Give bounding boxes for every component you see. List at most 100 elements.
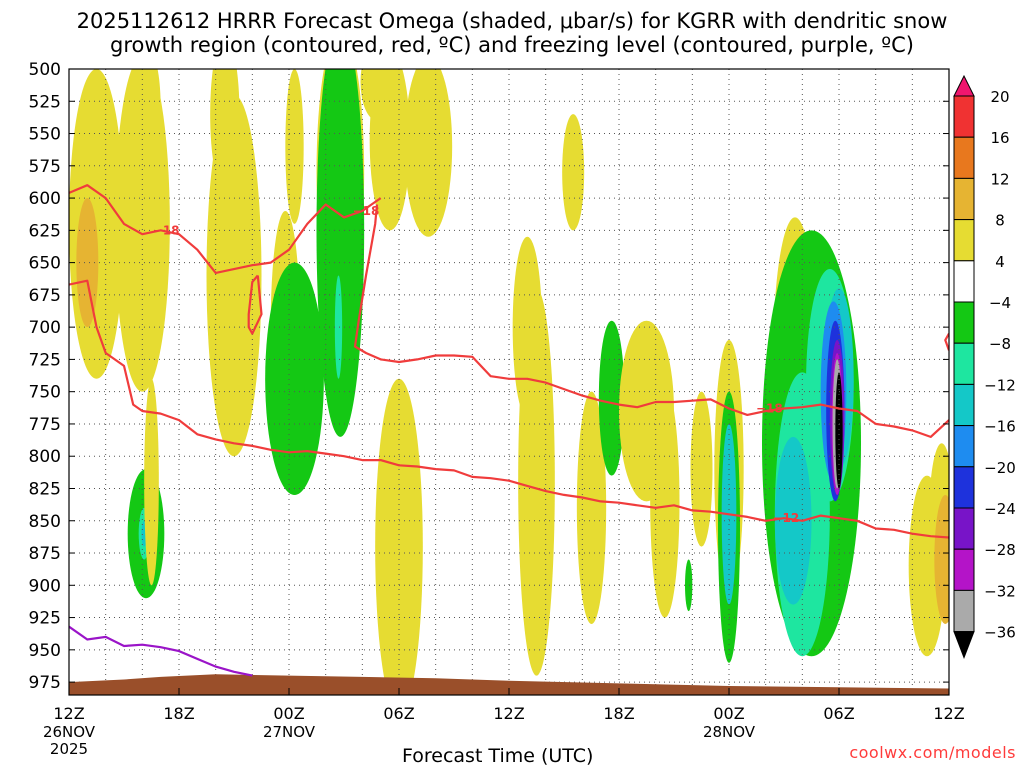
date-label: 27NOV — [263, 723, 316, 741]
y-tick-label: 875 — [29, 544, 61, 564]
colorbar-segment — [953, 425, 975, 468]
colorbar-bottom-arrow — [953, 631, 975, 659]
omega-region--36 — [835, 372, 843, 489]
y-tick-label: 625 — [29, 221, 61, 241]
y-tick-label: 975 — [29, 673, 61, 693]
date-label: 26NOV — [43, 723, 96, 741]
omega-region-8 — [934, 494, 949, 624]
dgz-contour-line — [944, 333, 949, 351]
colorbar-label: 16 — [990, 129, 1009, 147]
dgz-contour-line — [69, 184, 382, 274]
colorbar-segment — [953, 466, 975, 509]
colorbar-label: −28 — [984, 541, 1016, 559]
chart-title-line2: growth region (contoured, red, ºC) and f… — [110, 33, 914, 57]
contour-label: −18 — [756, 401, 783, 415]
x-tick-label: 18Z — [163, 704, 194, 723]
colorbar-label: −12 — [984, 376, 1016, 394]
omega-region-4 — [404, 69, 453, 237]
omega-region--4 — [265, 262, 324, 495]
y-tick-label: 500 — [29, 60, 61, 80]
y-tick-label: 575 — [29, 157, 61, 177]
omega-shading — [69, 69, 949, 695]
omega-region-4 — [144, 378, 159, 586]
omega-region-4 — [206, 94, 262, 457]
x-tick-label: 06Z — [823, 704, 854, 723]
colorbar-label: −32 — [984, 582, 1016, 600]
dgz-contour-line — [353, 204, 949, 438]
y-tick-label: 600 — [29, 189, 61, 209]
colorbar-segment — [953, 589, 975, 633]
colorbar-label: −36 — [984, 624, 1016, 642]
freezing-level-line — [69, 625, 253, 677]
colorbar-segment — [953, 177, 975, 221]
y-tick-label: 650 — [29, 254, 61, 274]
colorbar-label: 8 — [995, 212, 1005, 230]
y-tick-label: 525 — [29, 92, 61, 112]
contour-label: −18 — [353, 204, 380, 218]
omega-region-4 — [512, 236, 542, 418]
omega-region-4 — [375, 378, 423, 695]
omega-region--4 — [598, 320, 625, 476]
omega-region--4 — [685, 559, 693, 612]
omega-region-8 — [76, 198, 99, 328]
y-axis: 500 525 550 575 600 625 650 675 700 725 750 775 800 8… — [29, 60, 949, 693]
y-tick-label: 750 — [29, 383, 61, 403]
colorbar-label: 12 — [990, 170, 1009, 188]
colorbar-segment — [953, 136, 975, 179]
y-tick-label: 675 — [29, 286, 61, 306]
omega-region--8 — [334, 275, 343, 379]
colorbar-label: −16 — [984, 418, 1016, 436]
x-tick-label: 12Z — [933, 704, 964, 723]
contour-labels: −18 −18 −18 −12 — [153, 204, 799, 525]
colorbar-segment — [953, 548, 975, 591]
colorbar-segment — [953, 383, 975, 427]
omega-region-4 — [285, 69, 304, 224]
omega-region-4 — [369, 69, 410, 231]
x-axis: 12Z 18Z 00Z 06Z 12Z 18Z 00Z 06Z 12Z26NOV202527NO… — [43, 688, 965, 758]
omega-region-4 — [576, 391, 607, 625]
x-tick-label: 12Z — [493, 704, 524, 723]
colorbar-label: −24 — [984, 500, 1016, 518]
y-tick-label: 825 — [29, 479, 61, 499]
colorbar-label: −20 — [984, 459, 1016, 477]
x-tick-label: 00Z — [713, 704, 744, 723]
x-tick-label: 06Z — [383, 704, 414, 723]
contour-label: −18 — [153, 223, 180, 237]
omega-region-4 — [690, 391, 713, 547]
y-tick-label: 850 — [29, 512, 61, 532]
y-tick-label: 800 — [29, 447, 61, 467]
omega-region--12 — [774, 436, 812, 605]
contour-label: −12 — [772, 511, 799, 525]
colorbar-label: −8 — [989, 335, 1011, 353]
omega-region-4 — [650, 385, 680, 618]
colorbar-segment — [953, 260, 975, 303]
site-credit: coolwx.com/models — [849, 743, 1016, 762]
date-label: 28NOV — [703, 723, 756, 741]
colorbar-label: 20 — [990, 88, 1009, 106]
chart-title-line1: 2025112612 HRRR Forecast Omega (shaded, … — [76, 9, 948, 33]
colorbar-label: −4 — [989, 294, 1011, 312]
colorbar: 20 16 12 8 4 −4 −8 −12 −16 −20 −24 −28 −32 −36 — [953, 74, 1016, 659]
colorbar-segment — [953, 342, 975, 385]
colorbar-top-arrow — [953, 74, 975, 97]
date-label: 2025 — [50, 740, 88, 758]
dgz-contour-line — [69, 279, 949, 539]
y-tick-label: 775 — [29, 415, 61, 435]
y-tick-label: 950 — [29, 641, 61, 661]
dgz-contours — [69, 184, 949, 539]
omega-region--4 — [316, 69, 365, 437]
colorbar-segment — [953, 301, 975, 344]
y-tick-label: 925 — [29, 609, 61, 629]
y-tick-label: 550 — [29, 125, 61, 145]
colorbar-segment — [953, 95, 975, 138]
omega-region-4 — [562, 114, 585, 231]
colorbar-segment — [953, 507, 975, 550]
y-tick-label: 725 — [29, 350, 61, 370]
x-axis-title: Forecast Time (UTC) — [402, 745, 594, 767]
freezing-level-contours — [69, 625, 253, 677]
x-tick-label: 18Z — [603, 704, 634, 723]
x-tick-label: 00Z — [273, 704, 304, 723]
y-tick-label: 700 — [29, 318, 61, 338]
y-tick-label: 900 — [29, 576, 61, 596]
